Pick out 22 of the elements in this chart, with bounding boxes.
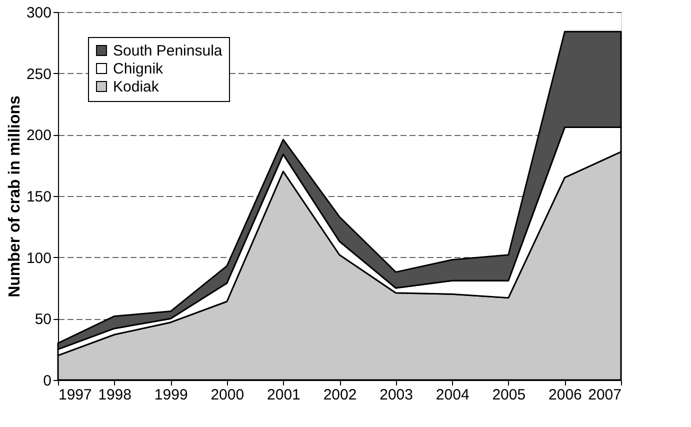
x-tick-label: 2003 (380, 386, 413, 404)
y-tick-label: 0 (43, 372, 52, 390)
legend-label: South Peninsula (113, 42, 223, 60)
y-tick-label: 200 (26, 127, 52, 144)
x-tick-label: 2002 (323, 386, 357, 404)
y-tick-label: 100 (26, 250, 52, 267)
x-tick-label: 2004 (436, 386, 470, 404)
x-tick-label: 1999 (154, 386, 188, 404)
y-tick-label: 50 (34, 311, 52, 328)
x-tick-label: 1997 (58, 386, 92, 404)
x-tick-label: 2007 (588, 386, 622, 404)
y-tick-label: 150 (26, 188, 52, 206)
x-tick-label: 2001 (267, 386, 300, 404)
y-tick-label: 300 (26, 4, 52, 22)
legend-label: Kodiak (113, 78, 160, 96)
x-tick-label: 2005 (492, 386, 526, 404)
y-axis-title: Number of crab in millions (6, 96, 24, 298)
y-tick-label: 250 (26, 66, 52, 83)
x-tick-label: 1998 (98, 386, 132, 404)
legend-label: Chignik (113, 60, 164, 78)
x-tick-label: 2000 (210, 386, 244, 404)
x-tick-label: 2006 (548, 386, 582, 404)
